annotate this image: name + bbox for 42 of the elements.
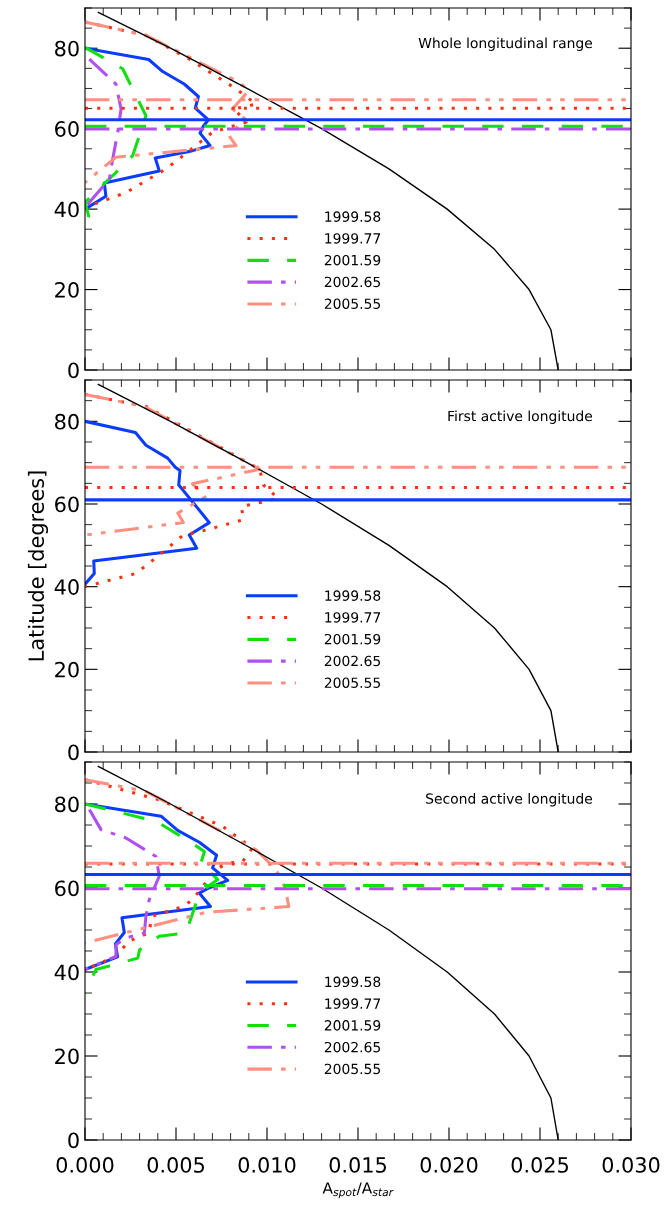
y-tick-label: 40 bbox=[54, 579, 79, 595]
y-tick-label: 60 bbox=[55, 121, 79, 137]
legend-label: 2001.59 bbox=[324, 1020, 381, 1031]
x-tick-label: 0.000 bbox=[56, 1157, 114, 1173]
annotation: Second active longitude bbox=[426, 793, 593, 807]
x-tick-label: 0.010 bbox=[238, 1157, 296, 1173]
legend-label: 2005.55 bbox=[324, 1063, 381, 1075]
y-tick-label: 60 bbox=[55, 880, 79, 897]
y-tick-label: 0 bbox=[68, 362, 79, 379]
legend-label: 1999.77 bbox=[325, 612, 381, 623]
y-tick-label: 20 bbox=[55, 1048, 79, 1065]
y-tick-label: 20 bbox=[55, 282, 79, 298]
legend-label: 2002.65 bbox=[324, 1041, 381, 1053]
x-tick-label: 0.015 bbox=[329, 1157, 386, 1173]
legend-label: 2001.59 bbox=[324, 254, 381, 266]
x-tick-label: 0.005 bbox=[147, 1157, 204, 1173]
y-tick-label: 40 bbox=[54, 964, 79, 981]
legend-label: 1999.77 bbox=[325, 998, 381, 1009]
y-tick-label: 40 bbox=[54, 201, 79, 218]
y-tick-label: 80 bbox=[55, 40, 79, 57]
x-tick-label: 0.020 bbox=[420, 1157, 478, 1173]
legend-label: 2005.55 bbox=[324, 677, 381, 688]
legend-label: 2001.59 bbox=[324, 633, 381, 645]
x-tick-label: 0.030 bbox=[602, 1157, 660, 1173]
annotation: Whole longitudinal range bbox=[418, 37, 593, 51]
y-tick-label: 60 bbox=[55, 496, 79, 513]
legend-label: 1999.58 bbox=[325, 211, 381, 222]
y-tick-label: 80 bbox=[55, 796, 79, 813]
y-tick-label: 0 bbox=[68, 744, 79, 761]
legend-label: 2002.65 bbox=[324, 276, 381, 288]
legend-label: 2005.55 bbox=[324, 298, 381, 309]
legend-label: 2002.65 bbox=[324, 655, 381, 667]
y-axis-title: Latitude [degrees] bbox=[27, 471, 49, 661]
x-tick-label: 0.025 bbox=[511, 1157, 568, 1173]
legend-label: 1999.58 bbox=[325, 590, 381, 601]
legend-label: 1999.77 bbox=[325, 233, 381, 244]
y-tick-label: 80 bbox=[55, 413, 79, 430]
x-axis-title: A$_{spot}$/A$_{star}$ bbox=[322, 1182, 394, 1199]
y-tick-label: 20 bbox=[55, 661, 79, 678]
annotation: First active longitude bbox=[448, 410, 593, 424]
legend-label: 1999.58 bbox=[325, 976, 381, 988]
y-tick-label: 0 bbox=[68, 1132, 79, 1149]
